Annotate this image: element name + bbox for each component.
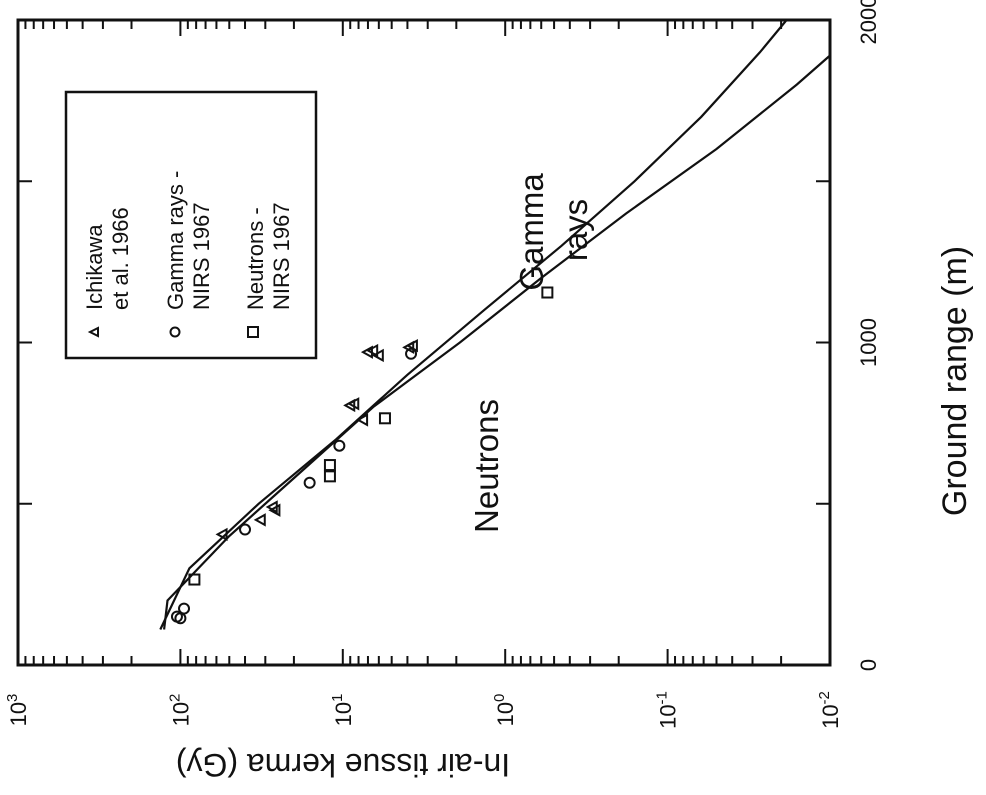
legend-entry-gamma: Gamma rays - NIRS 1967 bbox=[163, 171, 214, 338]
legend-triangle-marker bbox=[87, 326, 99, 338]
legend-entry-ichikawa: Ichikawa et al. 1966 bbox=[82, 207, 133, 338]
square-point bbox=[378, 412, 391, 425]
triangle-point bbox=[253, 513, 266, 527]
circle-point bbox=[303, 476, 316, 489]
square-point bbox=[323, 470, 336, 483]
legend-neutrons-line2: NIRS 1967 bbox=[269, 202, 294, 310]
legend-ichikawa-line2: et al. 1966 bbox=[108, 207, 133, 310]
circle-point bbox=[405, 347, 418, 360]
circle-point bbox=[170, 610, 183, 623]
neutrons-annotation: Neutrons bbox=[468, 399, 505, 533]
triangle-point bbox=[356, 413, 369, 427]
y-tick-label: 101 bbox=[329, 694, 356, 727]
legend-gamma-line2: NIRS 1967 bbox=[189, 202, 214, 310]
square-point bbox=[541, 286, 554, 299]
y-tick-label: 100 bbox=[491, 694, 518, 727]
circle-point bbox=[333, 439, 346, 452]
y-tick-label: 10-2 bbox=[816, 691, 843, 729]
x-tick-label: 1000 bbox=[856, 318, 881, 367]
y-tick-label: 103 bbox=[4, 694, 31, 727]
legend-ichikawa-line1: Ichikawa bbox=[82, 224, 107, 310]
x-tick-label: 0 bbox=[856, 659, 881, 671]
y-tick-label: 10-1 bbox=[654, 691, 681, 729]
x-axis-title: Ground range (m) bbox=[936, 246, 974, 516]
circle-point bbox=[239, 523, 252, 536]
triangle-point bbox=[371, 348, 384, 363]
y-axis-title: In-air tissue kerma (Gy) bbox=[176, 747, 510, 783]
curve-neutrons bbox=[163, 54, 831, 630]
legend-square-marker bbox=[247, 326, 259, 338]
gamma-rays-annotation-line2: rays bbox=[557, 199, 594, 261]
legend-circle-marker bbox=[169, 326, 181, 338]
legend-gamma-line1: Gamma rays - bbox=[163, 171, 188, 310]
y-tick-label: 102 bbox=[166, 694, 193, 727]
curve-gamma-rays bbox=[159, 19, 788, 630]
circle-point bbox=[178, 602, 191, 615]
triangle-point bbox=[265, 500, 278, 514]
gamma-rays-annotation-line1: Gamma bbox=[513, 173, 550, 291]
square-point bbox=[188, 573, 201, 586]
legend: Ichikawa et al. 1966 Gamma rays - NIRS 1… bbox=[64, 90, 318, 360]
square-point bbox=[323, 459, 336, 472]
legend-neutrons-line1: Neutrons - bbox=[243, 207, 268, 310]
marks-layer bbox=[159, 19, 831, 630]
legend-box bbox=[64, 90, 318, 360]
legend-entry-neutrons: Neutrons - NIRS 1967 bbox=[243, 202, 294, 338]
triangle-point bbox=[366, 343, 379, 358]
triangle-point bbox=[347, 397, 360, 411]
triangle-point bbox=[215, 527, 228, 542]
ticks-layer: 103 102 101 100 10-1 10-2 0 1000 2000 bbox=[4, 0, 881, 729]
triangle-point bbox=[268, 503, 281, 517]
x-tick-label: 2000 bbox=[856, 0, 881, 44]
